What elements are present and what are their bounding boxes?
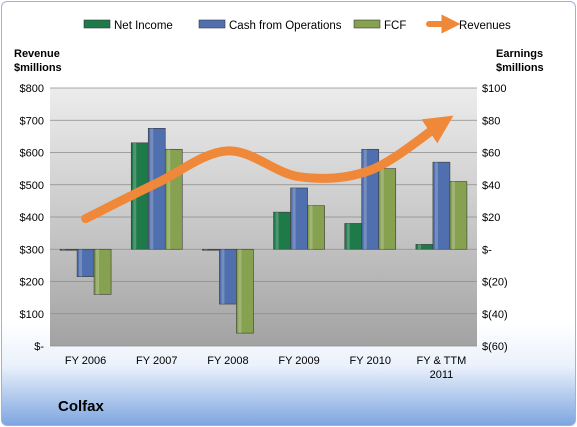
x-tick-label: FY 2006: [65, 355, 106, 367]
right-axis-title-line-1: Earnings: [496, 48, 543, 60]
left-tick-label: $200: [20, 277, 44, 289]
right-tick-label: $60: [482, 148, 500, 160]
left-tick-label: $800: [20, 83, 44, 95]
bar-highlight: [62, 249, 66, 251]
legend-swatch: [353, 19, 381, 29]
right-tick-label: $80: [482, 115, 500, 127]
right-tick-label: $-: [482, 244, 492, 256]
x-tick-label: FY 2007: [136, 355, 177, 367]
left-tick-label: $300: [20, 244, 44, 256]
gridlines: [50, 87, 477, 347]
bar-highlight: [221, 249, 225, 305]
x-tick-label: FY 2008: [207, 355, 248, 367]
right-axis-ticks: $100 $80 $60 $40 $20 $- $(20) $(40) $(60): [482, 83, 508, 353]
legend-label: FCF: [384, 20, 406, 32]
right-axis-title-line-2: $millions: [496, 62, 544, 74]
bar-highlight: [380, 168, 384, 250]
bar-highlight: [292, 187, 296, 250]
revenue-line-layer: [81, 115, 454, 224]
right-tick-label: $(60): [482, 341, 508, 353]
legend-swatch: [198, 19, 226, 29]
bar-highlight: [309, 205, 313, 250]
bar: [449, 181, 468, 250]
bar-highlight: [451, 181, 455, 250]
x-tick-label: 2011: [430, 369, 454, 381]
x-axis-ticks: FY 2006 FY 2007 FY 2008 FY 2009 FY 2010 FY & …: [65, 355, 466, 381]
bar: [307, 205, 325, 250]
left-tick-label: $-: [34, 341, 44, 353]
x-tick-label: FY 2009: [278, 355, 319, 367]
bar-highlight: [238, 249, 242, 334]
left-tick-label: $100: [20, 309, 44, 321]
bar: [236, 248, 254, 334]
bar-highlight: [204, 249, 208, 251]
legend: Net Income Cash from Operations FCF Revenue…: [83, 14, 511, 34]
x-tick-label: FY 2010: [350, 355, 391, 367]
bar-highlight: [79, 249, 83, 277]
bar-highlight: [275, 212, 279, 250]
bar-highlight: [167, 149, 171, 250]
right-tick-label: $100: [482, 83, 506, 95]
legend-label: Net Income: [114, 20, 173, 32]
left-tick-label: $400: [20, 212, 44, 224]
revenue-line: [81, 115, 454, 224]
left-tick-label: $700: [20, 115, 44, 127]
x-tick-label: FY & TTM: [417, 355, 467, 367]
left-axis-title-line-2: $millions: [14, 62, 62, 74]
bar-highlight: [346, 223, 350, 250]
bar-highlight: [417, 244, 421, 250]
axis-titles: Revenue $millions Earnings $millions: [14, 48, 544, 74]
left-tick-label: $600: [20, 148, 44, 160]
left-axis-ticks: $800 $700 $600 $500 $400 $300 $200 $100 $-: [20, 83, 45, 353]
bar: [378, 168, 397, 250]
bar-highlight: [363, 149, 367, 250]
right-tick-label: $(40): [482, 309, 508, 321]
right-tick-label: $20: [482, 212, 500, 224]
bars: [59, 128, 468, 334]
bar: [93, 248, 112, 295]
bar-highlight: [96, 249, 100, 295]
bar-highlight: [434, 162, 438, 250]
left-tick-label: $500: [20, 180, 44, 192]
left-axis-title-line-1: Revenue: [14, 48, 60, 60]
company-name: Colfax: [58, 398, 104, 415]
legend-label: Cash from Operations: [229, 20, 342, 32]
right-tick-label: $(20): [482, 277, 508, 289]
legend-swatch: [83, 19, 111, 29]
legend-label: Revenues: [459, 20, 511, 32]
right-tick-label: $40: [482, 180, 500, 192]
